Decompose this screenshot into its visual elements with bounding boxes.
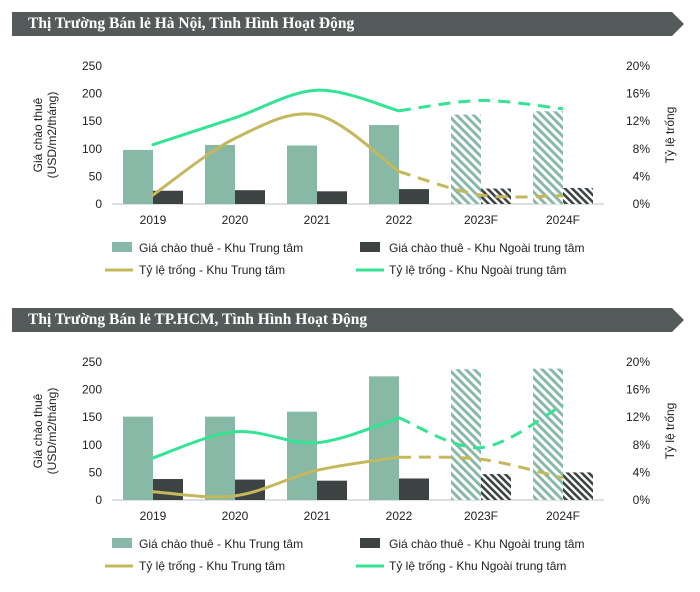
legend-label-bar-outer: Giá chào thuê - Khu Ngoài trung tâm	[389, 537, 584, 551]
y2-tick-label: 8%	[633, 142, 651, 156]
legend-label-bar-center: Giá chào thuê - Khu Trung tâm	[139, 537, 303, 551]
line-center-actual	[151, 112, 401, 197]
y2-tick-label: 20%	[626, 355, 650, 369]
title-banner-shape	[12, 308, 684, 332]
y2-tick-label: 12%	[626, 114, 650, 128]
y2-tick-label: 0%	[633, 197, 651, 211]
y-tick-label: 250	[82, 59, 102, 73]
y-tick-label: 50	[89, 465, 103, 479]
bar-outer	[399, 189, 429, 204]
legend-swatch-bar-outer	[360, 538, 380, 548]
title-banner-shape	[12, 12, 684, 36]
x-tick-label: 2023F	[464, 213, 498, 227]
line-center-actual	[151, 455, 401, 499]
hanoi-panel: Thị Trường Bán lẻ Hà Nội, Tình Hình Hoạt…	[12, 12, 684, 277]
y-axis-label: (USD/m2/tháng)	[45, 388, 59, 475]
y2-tick-label: 20%	[626, 59, 650, 73]
y2-tick-label: 16%	[626, 383, 650, 397]
bar-outer	[317, 480, 347, 500]
y2-tick-label: 4%	[633, 169, 651, 183]
line-outer-forecast	[398, 403, 564, 450]
legend-label-line-center: Tỷ lệ trống - Khu Trung tâm	[139, 263, 285, 277]
hcmc-title-banner: Thị Trường Bán lẻ TP.HCM, Tình Hình Hoạt…	[12, 308, 684, 332]
y-tick-label: 200	[82, 383, 102, 397]
x-tick-label: 2023F	[464, 509, 498, 523]
x-tick-label: 2024F	[546, 509, 580, 523]
bar-center	[205, 416, 235, 500]
bar-outer	[399, 478, 429, 500]
y2-tick-label: 16%	[626, 87, 650, 101]
x-tick-label: 2024F	[546, 213, 580, 227]
x-tick-label: 2022	[386, 213, 413, 227]
legend-label-bar-center: Giá chào thuê - Khu Trung tâm	[139, 241, 303, 255]
y-tick-label: 150	[82, 410, 102, 424]
y-tick-label: 250	[82, 355, 102, 369]
bar-center	[123, 149, 153, 204]
hcmc-chart-title: Thị Trường Bán lẻ TP.HCM, Tình Hình Hoạt…	[28, 311, 368, 328]
hcmc-panel: Thị Trường Bán lẻ TP.HCM, Tình Hình Hoạt…	[0, 296, 700, 592]
bar-center	[533, 368, 563, 500]
y-tick-label: 50	[89, 169, 103, 183]
bar-center	[451, 114, 481, 204]
bar-outer	[481, 474, 511, 500]
hcmc-chart: 0 50 100 150 200 250 0% 4% 8% 12% 16% 20% Giá chào t…	[31, 355, 677, 573]
x-tick-label: 2020	[222, 213, 249, 227]
bar-outer	[563, 187, 593, 204]
bar-outer	[153, 479, 183, 500]
legend-swatch-bar-center	[112, 538, 132, 548]
bar-outer	[317, 191, 347, 204]
y-tick-label: 100	[82, 142, 102, 156]
x-tick-label: 2021	[304, 509, 331, 523]
bar-outer	[235, 190, 265, 204]
y-axis-label: Giá chào thuê	[31, 97, 45, 172]
line-center-forecast	[398, 170, 564, 199]
hanoi-chart-title: Thị Trường Bán lẻ Hà Nội, Tình Hình Hoạt…	[28, 15, 355, 32]
legend-swatch-bar-outer	[360, 242, 380, 252]
legend-label-line-outer: Tỷ lệ trống - Khu Ngoài trung tâm	[389, 559, 566, 573]
x-tick-label: 2022	[386, 509, 413, 523]
y2-tick-label: 12%	[626, 410, 650, 424]
legend-swatch-bar-center	[112, 242, 132, 252]
bar-outer	[563, 472, 593, 500]
y2-axis-label: Tỷ lệ trống	[663, 107, 677, 164]
y-axis-label: (USD/m2/tháng)	[45, 92, 59, 179]
legend-label-bar-outer: Giá chào thuê - Khu Ngoài trung tâm	[389, 241, 584, 255]
bar-center	[287, 145, 317, 204]
x-tick-label: 2019	[140, 213, 167, 227]
y-tick-label: 200	[82, 87, 102, 101]
line-outer-forecast	[398, 98, 564, 113]
y-tick-label: 0	[95, 197, 102, 211]
bar-center	[287, 411, 317, 500]
y2-tick-label: 4%	[633, 465, 651, 479]
y-tick-label: 0	[95, 493, 102, 507]
x-tick-label: 2019	[140, 509, 167, 523]
y2-axis-label: Tỷ lệ trống	[663, 403, 677, 460]
y-tick-label: 100	[82, 438, 102, 452]
x-tick-label: 2020	[222, 509, 249, 523]
x-tick-label: 2021	[304, 213, 331, 227]
bar-center	[451, 369, 481, 500]
bar-center	[123, 416, 153, 500]
y-axis-label: Giá chào thuê	[31, 393, 45, 468]
y2-tick-label: 0%	[633, 493, 651, 507]
y2-tick-label: 8%	[633, 438, 651, 452]
legend-label-line-center: Tỷ lệ trống - Khu Trung tâm	[139, 559, 285, 573]
hanoi-title-banner: Thị Trường Bán lẻ Hà Nội, Tình Hình Hoạt…	[12, 12, 684, 36]
hanoi-chart: 0 50 100 150 200 250 0% 4% 8% 12% 16% 20% Giá chào t…	[31, 59, 677, 277]
bar-center	[369, 125, 399, 204]
y-tick-label: 150	[82, 114, 102, 128]
line-center-forecast	[398, 455, 564, 480]
bar-outer	[153, 190, 183, 204]
legend-label-line-outer: Tỷ lệ trống - Khu Ngoài trung tâm	[389, 263, 566, 277]
bar-center	[533, 111, 563, 204]
line-outer-actual	[151, 88, 401, 147]
bar-center	[369, 376, 399, 500]
line-outer-actual	[151, 416, 401, 460]
